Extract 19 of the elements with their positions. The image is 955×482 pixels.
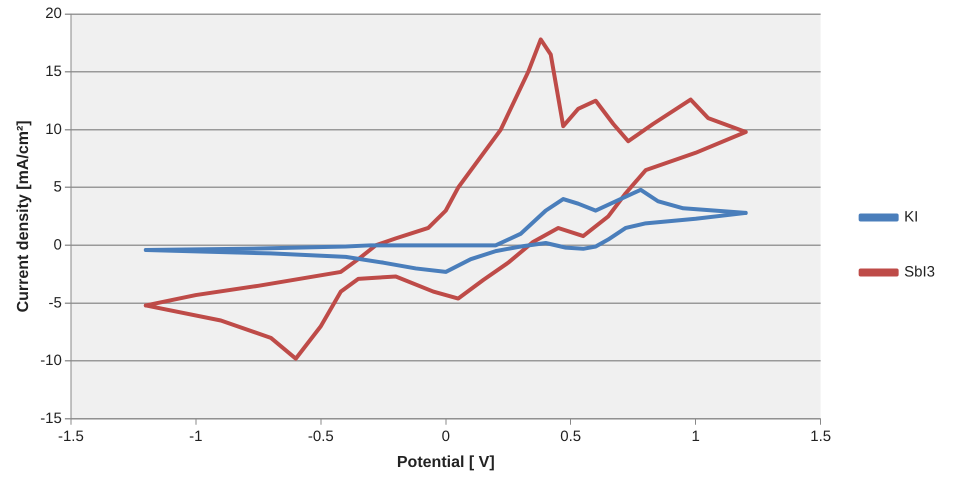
x-tick-label: -1.5 [58,428,84,445]
y-tick-label: 10 [45,120,62,138]
legend-label: SbI3 [904,264,935,281]
y-tick-label: -5 [48,294,62,312]
y-tick-label: -10 [40,352,62,370]
y-tick-label: -15 [40,410,62,427]
y-tick-label: 20 [45,5,62,22]
y-tick-label: 0 [54,236,62,254]
x-tick-label: 1 [692,428,700,445]
x-tick-label: -1 [189,428,203,445]
y-axis-title: Current density [mA/cm²] [15,120,32,312]
y-tick-label: 15 [45,62,62,80]
x-tick-label: 1.5 [810,428,832,445]
y-tick-label: 5 [54,178,62,196]
x-tick-label: 0 [442,428,450,445]
x-tick-label: 0.5 [560,428,582,445]
legend-label: KI [904,208,918,226]
x-tick-label: -0.5 [308,428,334,445]
x-axis-title: Potential [ V] [396,454,495,471]
